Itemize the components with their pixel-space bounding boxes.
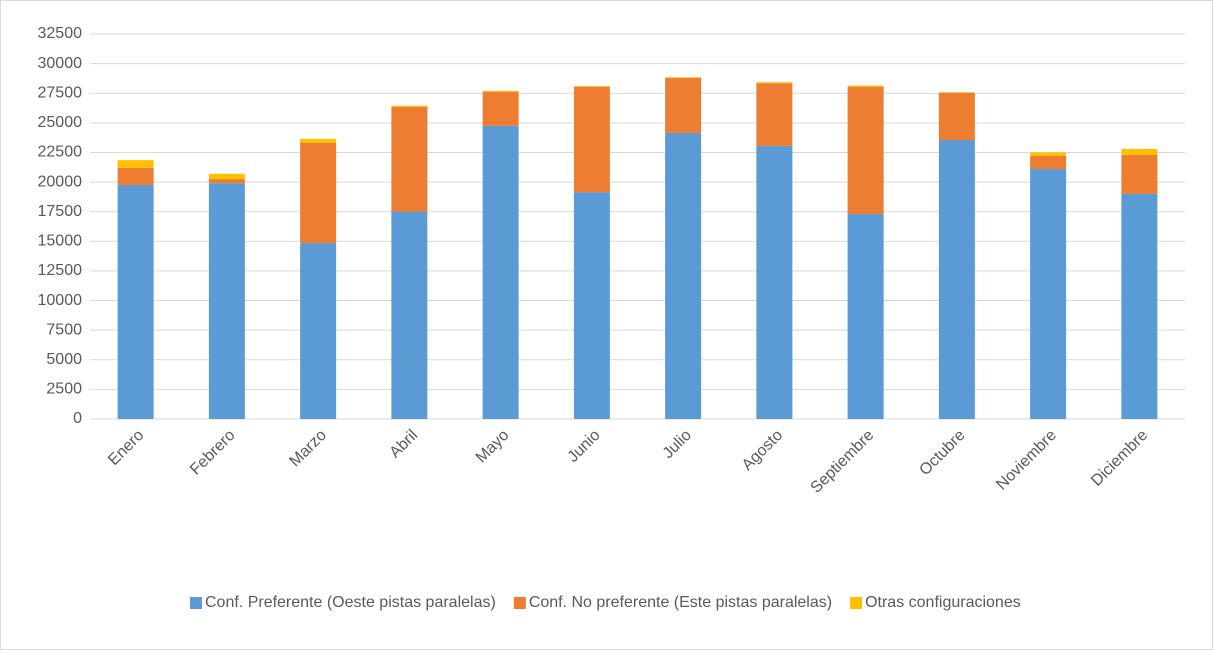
bar-segment xyxy=(391,212,427,419)
y-tick-label: 0 xyxy=(73,410,82,427)
bar-segment xyxy=(300,243,336,419)
bar-segment xyxy=(756,82,792,83)
y-tick-label: 20000 xyxy=(38,173,83,190)
bar-segment xyxy=(848,87,884,214)
bar-segment xyxy=(1121,194,1157,419)
legend-swatch xyxy=(190,597,202,609)
bar-segment xyxy=(1121,149,1157,155)
legend-label: Conf. Preferente (Oeste pistas paralelas… xyxy=(205,594,496,611)
bar-segment xyxy=(939,93,975,140)
bar-segment xyxy=(574,87,610,192)
bar-segment xyxy=(848,86,884,87)
bar-segment xyxy=(665,77,701,78)
legend-swatch xyxy=(850,597,862,609)
bar-segment xyxy=(665,133,701,419)
y-tick-label: 10000 xyxy=(38,292,83,309)
bar-segment xyxy=(300,139,336,143)
bar-segment xyxy=(1030,169,1066,419)
legend-label: Otras configuraciones xyxy=(865,594,1021,611)
bar-segment xyxy=(209,179,245,183)
y-tick-label: 5000 xyxy=(46,351,82,368)
y-tick-label: 2500 xyxy=(46,381,82,398)
bar-segment xyxy=(756,83,792,146)
y-tick-label: 25000 xyxy=(38,114,83,131)
bar-segment xyxy=(483,126,519,419)
y-tick-label: 30000 xyxy=(38,55,83,72)
bar-segment xyxy=(300,143,336,243)
bar-segment xyxy=(483,91,519,92)
y-tick-label: 7500 xyxy=(46,321,82,338)
y-tick-label: 32500 xyxy=(38,25,83,42)
bar-segment xyxy=(756,146,792,419)
bar-segment xyxy=(209,174,245,179)
bar-segment xyxy=(1030,152,1066,156)
y-tick-label: 15000 xyxy=(38,233,83,250)
y-tick-label: 22500 xyxy=(38,144,83,161)
bar-segment xyxy=(118,185,154,419)
bar-segment xyxy=(118,160,154,168)
legend-label: Conf. No preferente (Este pistas paralel… xyxy=(529,594,832,611)
bar-segment xyxy=(848,214,884,419)
bar-segment xyxy=(1030,156,1066,169)
bar-segment xyxy=(939,140,975,419)
bar-segment xyxy=(391,107,427,212)
y-tick-label: 27500 xyxy=(38,84,83,101)
bar-segment xyxy=(574,192,610,419)
bar-segment xyxy=(665,78,701,133)
y-tick-label: 17500 xyxy=(38,203,83,220)
bar-segment xyxy=(1121,155,1157,194)
bar-segment xyxy=(391,106,427,107)
y-tick-label: 12500 xyxy=(38,262,83,279)
bar-segment xyxy=(483,92,519,126)
legend-swatch xyxy=(514,597,526,609)
bar-segment xyxy=(574,86,610,87)
bar-segment xyxy=(118,168,154,185)
bar-segment xyxy=(209,183,245,419)
